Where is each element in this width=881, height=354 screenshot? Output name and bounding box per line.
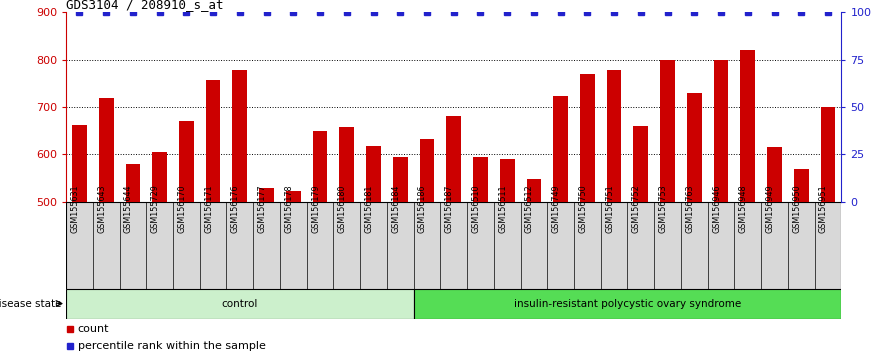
Text: control: control bbox=[222, 298, 258, 309]
Bar bbox=[99, 98, 114, 202]
Text: GSM156752: GSM156752 bbox=[632, 184, 640, 233]
Bar bbox=[500, 159, 515, 202]
Text: GSM156178: GSM156178 bbox=[285, 184, 293, 233]
Bar bbox=[580, 74, 595, 202]
Text: GSM156180: GSM156180 bbox=[337, 184, 347, 233]
Bar bbox=[66, 289, 413, 319]
Text: GSM156181: GSM156181 bbox=[365, 184, 374, 233]
Text: GSM156511: GSM156511 bbox=[498, 184, 507, 233]
Bar bbox=[553, 96, 568, 202]
Text: GSM156749: GSM156749 bbox=[552, 184, 560, 233]
Text: GSM156950: GSM156950 bbox=[792, 184, 801, 233]
Text: insulin-resistant polycystic ovary syndrome: insulin-resistant polycystic ovary syndr… bbox=[514, 298, 741, 309]
Text: GSM156951: GSM156951 bbox=[819, 184, 828, 233]
Text: GDS3104 / 208910_s_at: GDS3104 / 208910_s_at bbox=[66, 0, 224, 11]
Text: GSM156171: GSM156171 bbox=[204, 184, 213, 233]
Text: GSM156176: GSM156176 bbox=[231, 184, 240, 233]
Text: GSM156751: GSM156751 bbox=[605, 184, 614, 233]
Text: GSM156948: GSM156948 bbox=[739, 184, 748, 233]
Text: GSM156949: GSM156949 bbox=[766, 184, 774, 233]
Bar bbox=[366, 147, 381, 202]
Text: GSM156179: GSM156179 bbox=[311, 184, 320, 233]
Text: GSM156763: GSM156763 bbox=[685, 184, 694, 233]
Bar bbox=[660, 60, 675, 202]
Text: GSM156186: GSM156186 bbox=[418, 184, 427, 233]
Text: GSM155644: GSM155644 bbox=[124, 184, 133, 233]
Text: GSM156170: GSM156170 bbox=[177, 184, 187, 233]
Text: GSM155729: GSM155729 bbox=[151, 184, 159, 233]
Bar bbox=[767, 147, 781, 202]
Text: GSM156187: GSM156187 bbox=[445, 184, 454, 233]
Bar bbox=[820, 107, 835, 202]
Bar bbox=[473, 157, 488, 202]
Bar bbox=[206, 80, 220, 202]
Bar bbox=[313, 131, 328, 202]
Bar bbox=[339, 127, 354, 202]
Bar bbox=[152, 152, 167, 202]
Text: GSM156750: GSM156750 bbox=[579, 184, 588, 233]
Text: GSM156946: GSM156946 bbox=[712, 184, 721, 233]
Text: count: count bbox=[78, 324, 109, 333]
Bar bbox=[447, 116, 461, 202]
Bar bbox=[72, 125, 87, 202]
Bar bbox=[393, 157, 408, 202]
Bar bbox=[259, 188, 274, 202]
Text: GSM155643: GSM155643 bbox=[97, 184, 107, 233]
Text: GSM156753: GSM156753 bbox=[659, 184, 668, 233]
Text: disease state: disease state bbox=[0, 298, 62, 309]
Bar bbox=[687, 93, 701, 202]
Bar bbox=[714, 60, 729, 202]
Text: GSM155631: GSM155631 bbox=[70, 184, 79, 233]
Text: GSM156510: GSM156510 bbox=[471, 184, 480, 233]
Text: percentile rank within the sample: percentile rank within the sample bbox=[78, 341, 265, 351]
Bar bbox=[126, 164, 140, 202]
Bar bbox=[607, 70, 621, 202]
Text: GSM156177: GSM156177 bbox=[257, 184, 267, 233]
Bar bbox=[527, 179, 541, 202]
Bar bbox=[413, 289, 841, 319]
Text: GSM156184: GSM156184 bbox=[391, 184, 400, 233]
Bar bbox=[794, 169, 809, 202]
Bar bbox=[633, 126, 648, 202]
Bar bbox=[179, 121, 194, 202]
Text: GSM156512: GSM156512 bbox=[525, 184, 534, 233]
Bar bbox=[419, 139, 434, 202]
Bar bbox=[286, 192, 300, 202]
Bar bbox=[233, 70, 248, 202]
Bar bbox=[740, 50, 755, 202]
